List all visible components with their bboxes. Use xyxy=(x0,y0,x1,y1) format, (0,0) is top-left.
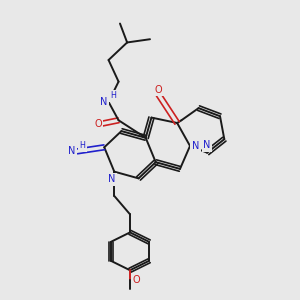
Text: N: N xyxy=(68,146,75,156)
Text: O: O xyxy=(94,119,102,129)
Text: N: N xyxy=(203,140,211,150)
Text: N: N xyxy=(100,97,107,107)
Text: O: O xyxy=(155,85,162,95)
Text: N: N xyxy=(192,142,200,152)
Text: H: H xyxy=(79,141,85,150)
Text: O: O xyxy=(133,275,140,285)
Text: N: N xyxy=(108,174,115,184)
Text: H: H xyxy=(110,92,116,100)
